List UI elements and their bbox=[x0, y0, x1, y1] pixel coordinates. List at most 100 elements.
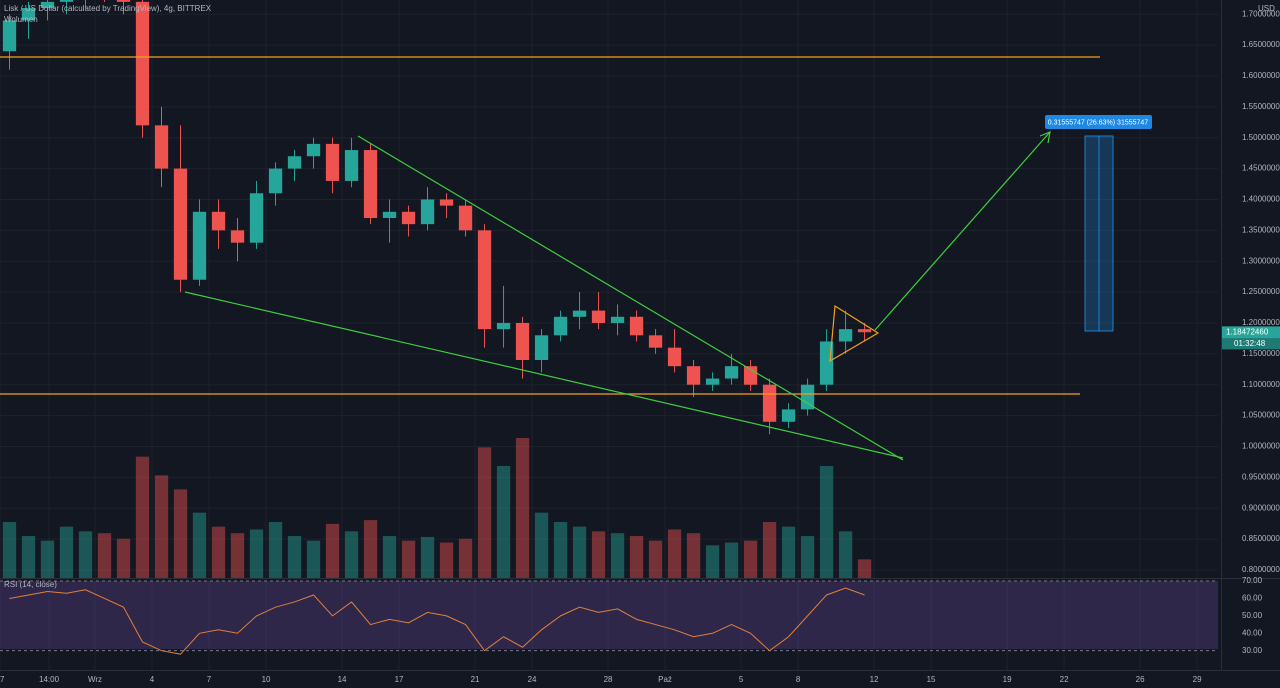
volume-bar bbox=[268, 522, 283, 578]
rsi-tick-label: 30.00 bbox=[1242, 646, 1263, 655]
volume-bar bbox=[572, 526, 587, 578]
volume-bar bbox=[2, 522, 17, 578]
candle-body bbox=[40, 1, 55, 9]
volume-bar bbox=[154, 475, 169, 578]
volume-bar bbox=[762, 522, 777, 578]
volume-bar bbox=[401, 540, 416, 578]
rsi-label: RSI (14, close) bbox=[4, 580, 57, 589]
candle-body bbox=[515, 322, 530, 361]
last-price-badge bbox=[1222, 326, 1280, 339]
rsi-tick-label: 70.00 bbox=[1242, 576, 1263, 585]
candle-body bbox=[838, 329, 853, 342]
x-tick-label: 17 bbox=[395, 675, 404, 684]
y-tick-label: 1.30000000 bbox=[1242, 256, 1280, 265]
volume-bar bbox=[306, 540, 321, 578]
candle-body bbox=[591, 310, 606, 323]
volume-bar bbox=[724, 542, 739, 578]
candle-body bbox=[363, 150, 378, 218]
x-tick-label: 27 bbox=[0, 675, 5, 684]
y-tick-label: 0.95000000 bbox=[1242, 472, 1280, 481]
candle-body bbox=[21, 8, 36, 21]
volume-bar bbox=[781, 526, 796, 578]
x-tick-label: 28 bbox=[604, 675, 613, 684]
candle-body bbox=[496, 322, 511, 330]
volume-bar bbox=[705, 545, 720, 578]
volume-bar bbox=[192, 512, 207, 578]
y-tick-label: 1.10000000 bbox=[1242, 380, 1280, 389]
candle-body bbox=[382, 211, 397, 218]
x-tick-label: 5 bbox=[739, 675, 744, 684]
volume-bar bbox=[97, 533, 112, 578]
currency-label: USD bbox=[1258, 4, 1275, 13]
volume-bar bbox=[363, 520, 378, 578]
candle-body bbox=[401, 211, 416, 225]
measure-label-box bbox=[1045, 115, 1152, 129]
volume-bar bbox=[667, 529, 682, 578]
x-tick-label: 14 bbox=[338, 675, 347, 684]
candle-body bbox=[325, 143, 340, 181]
x-tick-label: Wrz bbox=[88, 675, 102, 684]
candle-body bbox=[211, 211, 226, 231]
x-tick-label: 19 bbox=[1003, 675, 1012, 684]
countdown-badge bbox=[1222, 338, 1280, 350]
pennant bbox=[829, 304, 880, 363]
volume-bar bbox=[648, 540, 663, 578]
volume-bar bbox=[249, 529, 264, 578]
volume-bar bbox=[819, 466, 834, 578]
volume-bar bbox=[211, 526, 226, 578]
trend-line bbox=[357, 135, 904, 461]
y-tick-label: 1.20000000 bbox=[1242, 318, 1280, 327]
candle-body bbox=[800, 384, 815, 410]
countdown-label: 01:32:48 bbox=[1234, 339, 1266, 348]
volume-bar bbox=[325, 523, 340, 578]
candle-body bbox=[154, 125, 169, 169]
candle-body bbox=[344, 150, 359, 181]
volume-bar bbox=[439, 542, 454, 578]
arrow bbox=[874, 131, 1051, 331]
candle-body bbox=[268, 168, 283, 194]
volume-bar bbox=[59, 526, 74, 578]
candle-body bbox=[116, 0, 131, 2]
trend-line bbox=[184, 291, 904, 459]
candle-body bbox=[781, 409, 796, 422]
volume-bar bbox=[686, 533, 701, 578]
candle-body bbox=[534, 335, 549, 361]
x-tick-label: 14:00 bbox=[39, 675, 60, 684]
y-tick-label: 1.55000000 bbox=[1242, 102, 1280, 111]
y-tick-label: 1.70000000 bbox=[1242, 9, 1280, 18]
rsi-tick-label: 60.00 bbox=[1242, 594, 1263, 603]
x-tick-label: 7 bbox=[207, 675, 212, 684]
y-tick-label: 1.65000000 bbox=[1242, 40, 1280, 49]
x-tick-label: 8 bbox=[796, 675, 801, 684]
rsi-tick-label: 40.00 bbox=[1242, 628, 1263, 637]
candle-body bbox=[287, 156, 302, 169]
candle-body bbox=[819, 341, 834, 385]
volume-bar bbox=[230, 533, 245, 578]
x-tick-label: 26 bbox=[1136, 675, 1145, 684]
candle-body bbox=[667, 347, 682, 367]
candle-body bbox=[420, 199, 435, 225]
candle-body bbox=[249, 193, 264, 243]
x-tick-label: 4 bbox=[150, 675, 155, 684]
last-price-label: 1.18472460 bbox=[1226, 328, 1269, 337]
volume-bar bbox=[21, 536, 36, 578]
y-tick-label: 1.45000000 bbox=[1242, 164, 1280, 173]
candle-body bbox=[629, 316, 644, 336]
candle-body bbox=[458, 205, 473, 231]
y-tick-label: 1.25000000 bbox=[1242, 287, 1280, 296]
volume-bar bbox=[40, 540, 55, 578]
candle-body bbox=[173, 168, 188, 280]
y-tick-label: 1.00000000 bbox=[1242, 442, 1280, 451]
rsi-band bbox=[0, 581, 1218, 649]
volume-bar bbox=[344, 531, 359, 578]
candle-body bbox=[477, 230, 492, 330]
candle-body bbox=[724, 366, 739, 379]
x-tick-label: 22 bbox=[1060, 675, 1069, 684]
candle-body bbox=[553, 316, 568, 336]
candle-body bbox=[610, 316, 625, 323]
